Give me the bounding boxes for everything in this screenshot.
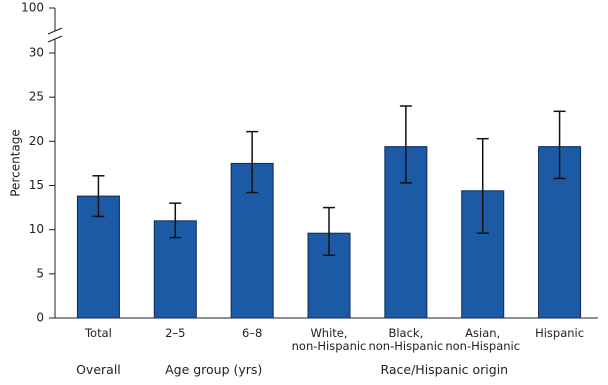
- error-bar: [169, 202, 182, 239]
- y-tick-label: 100: [21, 1, 44, 15]
- y-tick-label: 5: [36, 266, 44, 280]
- group-label: Age group (yrs): [165, 362, 263, 377]
- y-tick-label: 10: [29, 222, 44, 236]
- axis-break: [47, 35, 63, 43]
- error-bar: [399, 105, 412, 184]
- y-tick-label: 20: [29, 134, 44, 148]
- x-tick-label: 2–5: [165, 326, 186, 340]
- group-label: Overall: [76, 362, 121, 377]
- error-bar: [92, 175, 105, 218]
- x-tick-label: Hispanic: [535, 326, 585, 340]
- y-tick-label: 25: [29, 90, 44, 104]
- error-bar: [476, 137, 489, 234]
- axis-break-gap: [50, 31, 62, 39]
- bar: [76, 195, 120, 319]
- y-tick-label: 15: [29, 178, 44, 192]
- x-tick-label: Black, non-Hispanic: [368, 326, 444, 353]
- x-tick-label: White, non-Hispanic: [291, 326, 367, 353]
- group-label: Race/Hispanic origin: [380, 362, 509, 377]
- error-bar: [553, 110, 566, 180]
- x-tick-label: Asian, non-Hispanic: [445, 326, 521, 353]
- y-axis-label: Percentage: [9, 129, 23, 197]
- y-tick-label: 30: [29, 46, 44, 60]
- error-bar: [323, 206, 335, 257]
- x-tick-label: 6–8: [241, 326, 263, 340]
- x-tick-label: Total: [84, 326, 112, 340]
- y-tick-label: 0: [36, 311, 44, 325]
- axis-break: [47, 27, 63, 35]
- error-bar: [246, 130, 259, 194]
